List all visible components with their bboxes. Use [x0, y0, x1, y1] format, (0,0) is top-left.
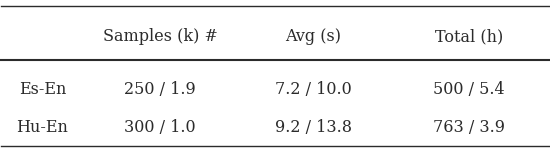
Text: Samples (k) #: Samples (k) # [103, 28, 217, 45]
Text: Total (h): Total (h) [435, 28, 503, 45]
Text: 763 / 3.9: 763 / 3.9 [433, 119, 505, 136]
Text: 300 / 1.0: 300 / 1.0 [124, 119, 196, 136]
Text: 9.2 / 13.8: 9.2 / 13.8 [275, 119, 352, 136]
Text: Avg (s): Avg (s) [285, 28, 342, 45]
Text: 500 / 5.4: 500 / 5.4 [433, 81, 505, 98]
Text: 250 / 1.9: 250 / 1.9 [124, 81, 196, 98]
Text: Es-En: Es-En [19, 81, 66, 98]
Text: 7.2 / 10.0: 7.2 / 10.0 [275, 81, 351, 98]
Text: Hu-En: Hu-En [16, 119, 68, 136]
